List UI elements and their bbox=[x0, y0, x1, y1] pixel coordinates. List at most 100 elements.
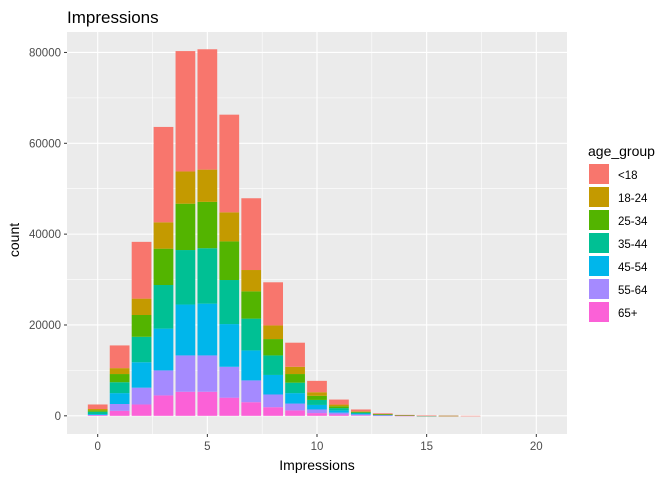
y-tick-label: 60000 bbox=[29, 138, 61, 150]
bar-18-24-4 bbox=[175, 171, 196, 204]
bar-65+-4 bbox=[175, 391, 196, 416]
legend-label: 65+ bbox=[618, 308, 638, 320]
bar-35-44-6 bbox=[219, 280, 240, 325]
x-axis-title: Impressions bbox=[279, 457, 354, 473]
bar-45-54-4 bbox=[175, 304, 196, 356]
bar-25-34-0 bbox=[87, 410, 108, 412]
bar-35-44-3 bbox=[153, 285, 174, 329]
y-tick-label: 80000 bbox=[29, 47, 61, 59]
bar-<18-5 bbox=[197, 49, 218, 170]
bar-18-24-1 bbox=[109, 368, 130, 375]
x-tick-label: 5 bbox=[204, 441, 210, 453]
legend-label: 45-54 bbox=[618, 262, 648, 274]
bar-<18-2 bbox=[131, 241, 152, 299]
bar-<18-1 bbox=[109, 345, 130, 369]
bar-35-44-9 bbox=[285, 382, 305, 394]
bar-45-54-2 bbox=[131, 362, 152, 388]
bar-18-24-12 bbox=[350, 411, 371, 412]
legend-label: 18-24 bbox=[618, 193, 648, 205]
bar-65+-5 bbox=[197, 391, 218, 416]
bar-55-64-3 bbox=[153, 370, 174, 396]
bar-65+-8 bbox=[263, 407, 284, 416]
bar-65+-10 bbox=[307, 413, 327, 416]
bar-35-44-13 bbox=[372, 414, 393, 416]
bar-35-44-5 bbox=[197, 248, 218, 304]
bar-<18-13 bbox=[372, 413, 393, 415]
bar-55-64-8 bbox=[263, 394, 284, 408]
bar-25-34-6 bbox=[219, 241, 240, 281]
y-axis-title: count bbox=[6, 223, 22, 257]
bar-45-54-1 bbox=[109, 393, 130, 405]
bar-25-34-2 bbox=[131, 314, 152, 337]
legend-label: 25-34 bbox=[618, 216, 648, 228]
bar-65+-3 bbox=[153, 395, 174, 416]
bar-65+-0 bbox=[87, 415, 108, 416]
bar-45-54-5 bbox=[197, 303, 218, 356]
bar-55-64-5 bbox=[197, 355, 218, 392]
bar-55-64-7 bbox=[241, 380, 262, 403]
bar-45-54-11 bbox=[329, 410, 349, 413]
legend-swatch bbox=[589, 256, 609, 276]
bar-65+-11 bbox=[329, 414, 349, 416]
bar-55-64-4 bbox=[175, 355, 196, 392]
bars-group bbox=[87, 49, 481, 417]
legend-swatch bbox=[589, 279, 609, 299]
bar-<18-16 bbox=[438, 415, 459, 417]
legend-title: age_group bbox=[588, 143, 655, 159]
bar-18-24-7 bbox=[241, 270, 262, 292]
legend-label: 55-64 bbox=[618, 285, 648, 297]
bar-45-54-3 bbox=[153, 328, 174, 371]
bar-45-54-7 bbox=[241, 350, 262, 381]
bar-18-24-0 bbox=[87, 409, 108, 411]
legend-label: 35-44 bbox=[618, 239, 648, 251]
bar-55-64-10 bbox=[307, 409, 327, 414]
bar-<18-4 bbox=[175, 51, 196, 172]
bar-65+-12 bbox=[350, 415, 371, 416]
bar-18-24-11 bbox=[329, 404, 349, 407]
bar-35-44-12 bbox=[350, 412, 371, 414]
bar-<18-8 bbox=[263, 282, 284, 326]
bar-25-34-9 bbox=[285, 374, 305, 383]
legend-swatch bbox=[589, 164, 609, 184]
bar-18-24-5 bbox=[197, 169, 218, 202]
bar-45-54-8 bbox=[263, 374, 284, 395]
y-tick-label: 0 bbox=[55, 411, 61, 423]
bar-65+-9 bbox=[285, 410, 305, 416]
bar-45-54-9 bbox=[285, 393, 305, 404]
bar-65+-6 bbox=[219, 397, 240, 416]
legend-swatch bbox=[589, 187, 609, 207]
chart-title: Impressions bbox=[67, 8, 159, 27]
bar-35-44-2 bbox=[131, 336, 152, 363]
bar-65+-7 bbox=[241, 402, 262, 416]
bar-45-54-13 bbox=[372, 414, 393, 416]
legend-label: <18 bbox=[618, 170, 638, 182]
x-tick-label: 20 bbox=[530, 441, 543, 453]
bar-65+-2 bbox=[131, 404, 152, 416]
bar-<18-15 bbox=[416, 415, 437, 417]
bar-25-34-7 bbox=[241, 291, 262, 319]
bar-18-24-10 bbox=[307, 392, 327, 396]
legend-swatch bbox=[589, 210, 609, 230]
bar-35-44-1 bbox=[109, 382, 130, 394]
bar-35-44-10 bbox=[307, 399, 327, 405]
bar-25-34-5 bbox=[197, 201, 218, 249]
bar-18-24-14 bbox=[394, 415, 415, 416]
y-axis: 0 20000 40000 60000 80000 bbox=[29, 47, 67, 423]
bar-<18-9 bbox=[285, 342, 305, 367]
bar-45-54-10 bbox=[307, 404, 327, 410]
bar-<18-17 bbox=[460, 415, 481, 417]
bar-35-44-7 bbox=[241, 318, 262, 351]
bar-<18-10 bbox=[307, 380, 327, 393]
bar-18-24-9 bbox=[285, 366, 305, 375]
bar-<18-7 bbox=[241, 198, 262, 271]
bar-55-64-9 bbox=[285, 403, 305, 411]
bar-55-64-6 bbox=[219, 366, 240, 398]
bar-45-54-12 bbox=[350, 413, 371, 415]
x-tick-label: 10 bbox=[311, 441, 324, 453]
bar-<18-6 bbox=[219, 114, 240, 213]
y-tick-label: 40000 bbox=[29, 229, 61, 241]
bar-18-24-3 bbox=[153, 222, 174, 249]
bar-55-64-1 bbox=[109, 404, 130, 411]
bar-18-24-6 bbox=[219, 212, 240, 242]
